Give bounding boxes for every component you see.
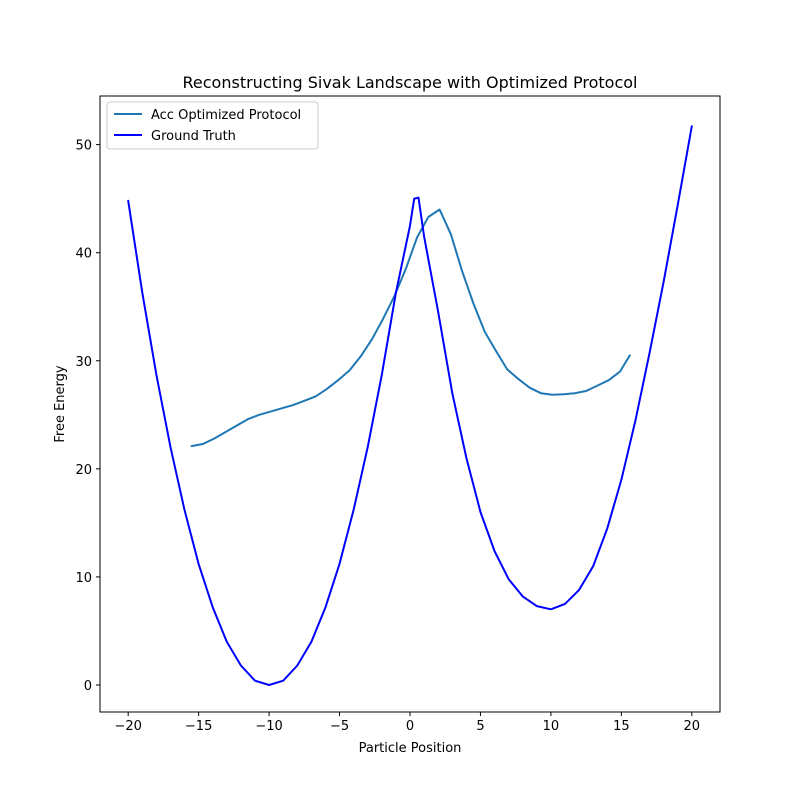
x-tick-label: 5 [476,719,484,734]
chart-title: Reconstructing Sivak Landscape with Opti… [183,73,638,92]
series-line-acc-optimized-protocol [190,208,631,448]
y-tick-label: 0 [84,679,92,694]
x-tick-label: −10 [255,719,282,734]
x-axis-ticks: −20 −15 −10 −5 0 5 10 15 20 [114,712,700,734]
x-tick-label: 15 [613,719,630,734]
y-tick-label: 40 [75,247,92,262]
y-tick-label: 20 [75,463,92,478]
y-axis-ticks: 0 10 20 30 40 50 [75,139,100,694]
legend-box [106,101,319,150]
x-tick-label: −20 [114,719,141,734]
series-layer [127,125,693,686]
y-tick-label: 10 [75,571,92,586]
x-tick-label: −15 [185,719,212,734]
legend: Acc Optimized Protocol Ground Truth [106,101,319,150]
y-tick-label: 50 [75,139,92,154]
legend-label-acc-optimized-protocol: Acc Optimized Protocol [151,108,301,123]
legend-label-ground-truth: Ground Truth [151,129,236,144]
y-tick-label: 30 [75,355,92,370]
y-axis-label: Free Energy [53,365,68,443]
x-tick-label: −5 [330,719,349,734]
series-line-ground-truth [127,125,693,686]
x-tick-label: 10 [543,719,560,734]
x-axis-label: Particle Position [359,741,462,756]
x-tick-label: 0 [406,719,414,734]
x-tick-label: 20 [684,719,701,734]
plot-area: −20 −15 −10 −5 0 5 10 15 20 0 10 20 30 40 50 [75,95,721,734]
